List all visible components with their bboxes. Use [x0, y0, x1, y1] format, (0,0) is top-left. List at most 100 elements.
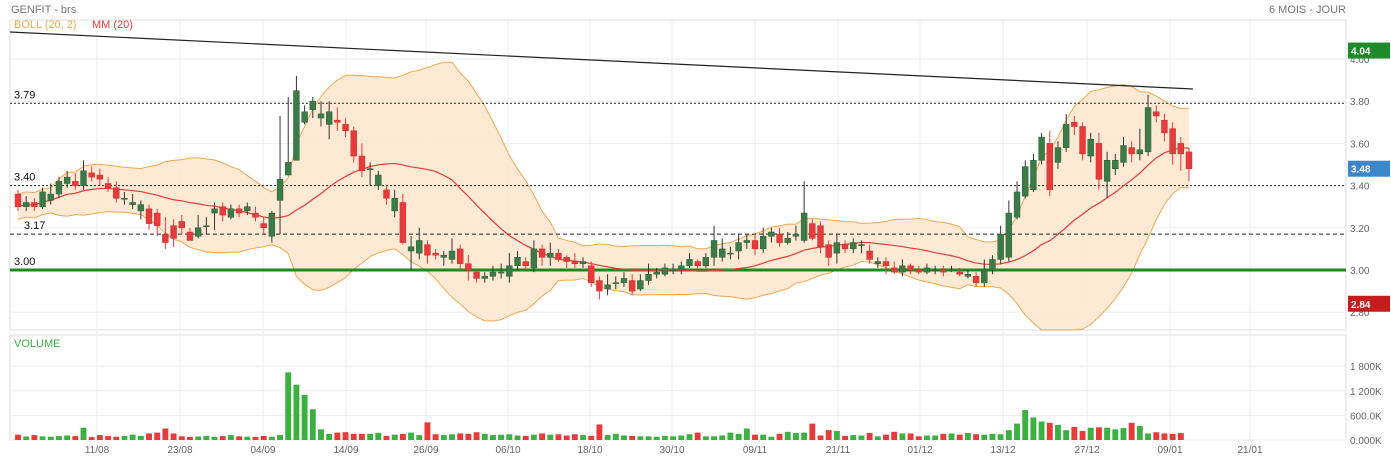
mm-legend[interactable]: MM (20) [92, 19, 133, 31]
date-tick-label: 21/01 [1237, 445, 1262, 456]
date-tick-label: 18/10 [577, 445, 602, 456]
volume-bar [399, 433, 406, 440]
price-badge-last-label: 3.48 [1351, 165, 1371, 176]
candle-body [170, 225, 177, 239]
volume-bar [350, 433, 357, 440]
volume-bar [580, 435, 586, 440]
candle-body [661, 267, 669, 275]
candle-body [31, 202, 38, 207]
candle-body [719, 248, 726, 258]
volume-bar [55, 436, 62, 440]
volume-bar [948, 433, 955, 440]
candle-body [104, 183, 112, 188]
candle-body [113, 187, 120, 199]
candle-body [489, 271, 497, 277]
volume-bar [195, 436, 202, 440]
volume-bar [1161, 433, 1168, 440]
volume-bar [719, 435, 726, 440]
volume-bar [604, 435, 611, 440]
volume-bar [555, 434, 562, 440]
volume-bar [776, 433, 783, 440]
candle-body [252, 212, 259, 218]
volume-bar [727, 432, 734, 440]
level-label: 3.79 [14, 89, 35, 101]
volume-bar [621, 435, 627, 440]
candle-body [972, 276, 980, 283]
candle-body [620, 278, 628, 283]
volume-bar [858, 435, 865, 440]
volume-bar [64, 435, 71, 440]
volume-bar [801, 432, 808, 440]
candle-body [96, 174, 104, 180]
volume-bar [1055, 424, 1061, 440]
date-tick-label: 06/10 [495, 445, 520, 456]
candle-body [244, 206, 251, 212]
volume-bar [973, 434, 980, 440]
volume-bar [514, 435, 521, 440]
volume-bar [964, 433, 971, 440]
volume-bar [277, 435, 283, 440]
volume-bar [481, 433, 488, 440]
trendline [9, 31, 1194, 90]
volume-bar [588, 435, 595, 440]
date-tick-label: 26/09 [413, 445, 438, 456]
candle-body [145, 208, 153, 224]
volume-bar [129, 434, 136, 440]
candle-body [817, 225, 824, 248]
volume-bar [80, 427, 87, 440]
candle-body [850, 242, 857, 250]
volume-bar [334, 432, 341, 440]
candle-body [514, 257, 521, 267]
candle-body [604, 284, 611, 290]
volume-bar [96, 435, 103, 440]
price-tick-label: 3.60 [1350, 139, 1370, 150]
volume-bar [866, 433, 873, 440]
volume-bar [1046, 422, 1053, 440]
candle-body [825, 244, 832, 258]
volume-panel-frame [9, 334, 1347, 441]
candle-body [907, 265, 914, 271]
candle-body [317, 113, 325, 119]
volume-bar [1005, 430, 1012, 440]
volume-bar [391, 434, 398, 440]
volume-bar [358, 433, 365, 440]
candle-body [219, 206, 226, 216]
price-tick-label: 2.80 [1350, 308, 1370, 319]
level-label: 3.17 [24, 220, 45, 232]
candle-body [481, 276, 488, 279]
candle-body [915, 269, 922, 273]
period-label[interactable]: 6 MOIS - JOUR [1269, 4, 1346, 16]
candle-body [375, 174, 382, 186]
candle-body [80, 170, 87, 186]
volume-bar [342, 432, 349, 440]
candle-body [211, 208, 218, 214]
candle-body [555, 252, 562, 260]
volume-bar [416, 435, 423, 440]
volume-bar [326, 433, 333, 440]
candle-body [1169, 128, 1176, 155]
volume-bar [686, 434, 693, 440]
candle-body [1079, 126, 1086, 155]
candle-body [882, 261, 890, 267]
volume-bar [1120, 428, 1127, 440]
boll-legend[interactable]: BOLL (20, 2) [14, 19, 77, 31]
candle-body [899, 265, 906, 273]
candle-body [637, 280, 644, 290]
volume-bar [850, 435, 857, 440]
volume-bar [735, 433, 742, 440]
volume-bar [490, 435, 496, 440]
volume-bar [1177, 433, 1184, 440]
candle-body [432, 252, 439, 256]
volume-bar [932, 435, 939, 440]
candle-body [63, 176, 71, 184]
volume-bar [449, 434, 455, 440]
volume-bar [768, 436, 775, 440]
candle-body [579, 261, 587, 264]
candle-body [121, 198, 128, 200]
candle-body [694, 261, 701, 267]
candle-body [1177, 143, 1185, 155]
volume-bar [612, 433, 619, 440]
volume-bar [506, 434, 513, 440]
volume-bar [989, 433, 996, 440]
volume-bar [121, 435, 128, 440]
